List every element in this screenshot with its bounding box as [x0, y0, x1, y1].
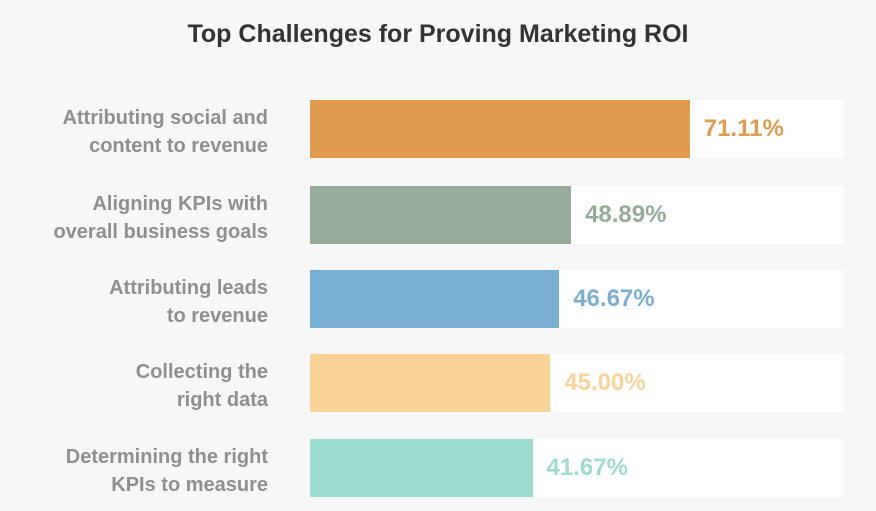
value-label: 48.89% [585, 200, 667, 228]
category-label: Aligning KPIs with overall business goals [8, 190, 268, 246]
category-label-line: Aligning KPIs with [92, 192, 268, 215]
bar [310, 270, 560, 328]
bar-track: 45.00% [310, 354, 844, 412]
category-label-line: KPIs to measure [111, 473, 268, 496]
category-label-line: content to revenue [89, 135, 268, 157]
category-label-line: Determining the right [65, 445, 268, 468]
bar-track: 46.67% [310, 270, 844, 328]
bar [310, 185, 572, 244]
bar-track: 48.89% [310, 185, 844, 244]
category-label: Attributing leads to revenue [8, 274, 268, 330]
bar [310, 354, 551, 412]
value-label: 45.00% [564, 369, 646, 396]
category-label-line: Collecting the [135, 361, 268, 383]
bar [310, 100, 690, 158]
category-label-line: to revenue [166, 305, 268, 327]
category-label-line: overall business goals [53, 220, 268, 243]
bar [310, 438, 533, 497]
bar-row: Collecting the right data 45.00% [0, 354, 876, 412]
bar-track: 71.11% [310, 100, 844, 158]
bar-row: Attributing social and content to revenue… [0, 100, 876, 158]
value-label: 71.11% [703, 115, 784, 142]
category-label: Collecting the right data [8, 358, 268, 414]
value-label: 41.67% [546, 453, 628, 481]
category-label-line: Attributing social and [62, 107, 268, 129]
value-label: 46.67% [573, 285, 655, 312]
category-label: Attributing social and content to revenue [8, 104, 268, 160]
chart-title: Top Challenges for Proving Marketing ROI [187, 20, 689, 48]
category-label-line: right data [176, 389, 268, 411]
bar-row: Aligning KPIs with overall business goals… [0, 185, 876, 246]
bar-track: 41.67% [310, 438, 844, 497]
bar-row: Determining the right KPIs to measure 41.6… [0, 438, 876, 499]
category-label-line: Attributing leads [109, 277, 268, 299]
category-label: Determining the right KPIs to measure [8, 443, 268, 499]
bar-row: Attributing leads to revenue 46.67% [0, 270, 876, 328]
